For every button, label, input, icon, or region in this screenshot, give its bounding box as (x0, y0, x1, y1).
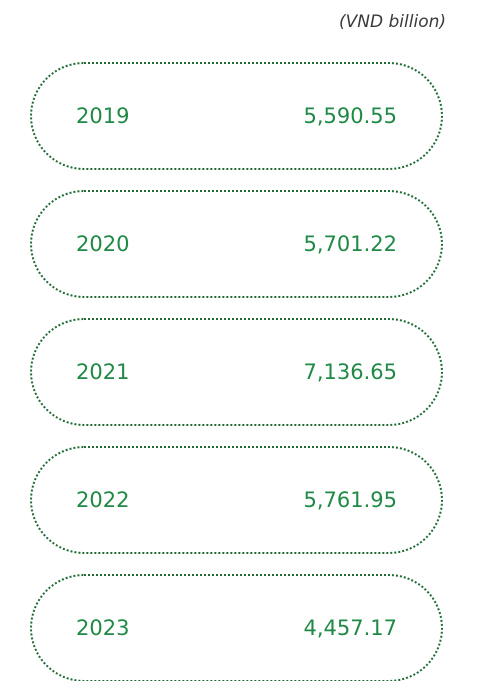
year-pill: 2020 5,701.22 (30, 190, 443, 298)
value-label: 7,136.65 (303, 360, 397, 384)
value-label: 5,701.22 (303, 232, 397, 256)
year-label: 2019 (76, 104, 130, 128)
year-label: 2020 (76, 232, 130, 256)
year-label: 2021 (76, 360, 130, 384)
year-pill: 2023 4,457.17 (30, 574, 443, 681)
year-pill: 2021 7,136.65 (30, 318, 443, 426)
value-label: 5,761.95 (303, 488, 397, 512)
year-label: 2023 (76, 616, 130, 640)
unit-label: (VND billion) (339, 12, 446, 32)
year-label: 2022 (76, 488, 130, 512)
value-label: 5,590.55 (303, 104, 397, 128)
value-label: 4,457.17 (303, 616, 397, 640)
year-pill: 2022 5,761.95 (30, 446, 443, 554)
year-pill: 2019 5,590.55 (30, 62, 443, 170)
